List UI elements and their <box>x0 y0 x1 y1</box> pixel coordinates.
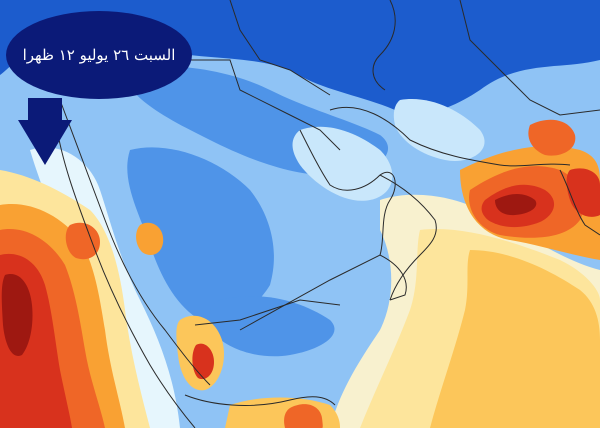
yemen-hot <box>192 343 214 380</box>
iran-ne-hot <box>528 119 576 156</box>
caspian-coast <box>372 0 396 91</box>
callout-arrow-icon <box>18 98 72 165</box>
horn-africa-hot <box>284 404 323 428</box>
oman-coast <box>379 174 437 301</box>
borders <box>54 0 600 428</box>
afghan-border <box>459 0 600 116</box>
yemen-border <box>194 299 341 326</box>
india-coast <box>559 169 600 236</box>
asir-hot <box>136 222 164 255</box>
south-arabia-blue <box>208 296 335 357</box>
horn-coast <box>184 394 336 406</box>
iran-coast <box>329 106 571 167</box>
iran-north-border <box>229 0 331 96</box>
africa-core <box>1 274 33 356</box>
sudan-hot-spot <box>65 222 100 260</box>
red-sea-west-coast <box>54 114 196 428</box>
iran-pale <box>393 99 485 161</box>
callout-bubble <box>6 11 192 99</box>
red-sea-east-coast <box>59 99 211 386</box>
gulf-pale <box>292 126 393 201</box>
south-border <box>239 254 407 331</box>
arabian-sea-orange <box>430 250 600 428</box>
arabia-north-border <box>160 59 341 151</box>
pakistan-core <box>495 194 537 216</box>
central-arabia-blue <box>127 147 274 323</box>
